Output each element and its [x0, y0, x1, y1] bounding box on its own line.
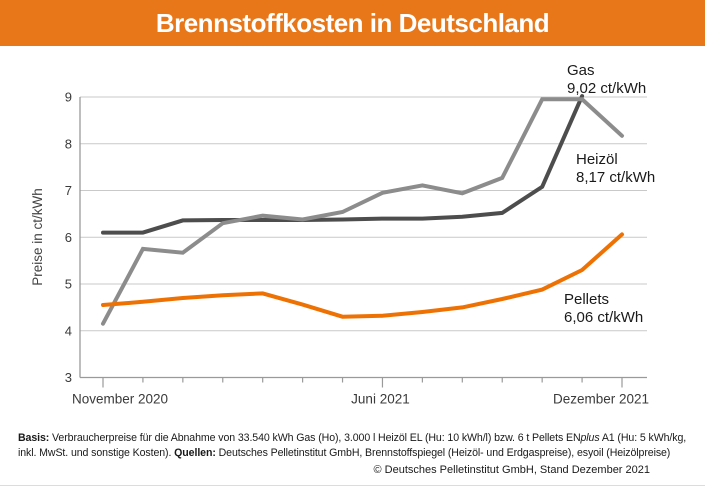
y-tick-label-9: 9 — [65, 90, 72, 105]
x-tick-label: Juni 2021 — [351, 392, 410, 407]
series-label-pellets: Pellets — [564, 291, 609, 308]
y-tick-label-3: 3 — [65, 370, 72, 385]
footnote-text: A1 (Hu: 5 kWh/kg, — [599, 432, 687, 444]
y-tick-label-8: 8 — [65, 136, 72, 151]
y-axis-title: Preise in ct/kWh — [30, 188, 45, 286]
series-label-pellets: 6,06 ct/kWh — [564, 309, 643, 326]
y-tick-label-7: 7 — [65, 183, 72, 198]
footnote-text: Deutsches Pelletinstitut GmbH, Brennstof… — [215, 446, 671, 459]
y-tick-label-4: 4 — [65, 323, 72, 338]
footnote-text: plus — [580, 432, 600, 444]
footnote-keyword: Quellen: — [174, 446, 216, 459]
page-title: Brennstoffkosten in Deutschland — [155, 7, 550, 38]
y-tick-label-5: 5 — [65, 277, 72, 292]
footnote-text: inkl. MwSt. und sonstige Kosten). — [18, 446, 175, 459]
series-line-pellets — [101, 232, 624, 319]
series-label-heizöl: 8,17 ct/kWh — [576, 169, 655, 186]
series-label-gas: Gas — [567, 62, 595, 79]
bottom-divider — [0, 485, 705, 486]
series-label-heizöl: Heizöl — [576, 151, 618, 168]
x-tick-label: Dezember 2021 — [553, 392, 649, 407]
footnote-line: Basis: Verbraucherpreise für die Abnahme… — [18, 431, 694, 446]
series-line-heizöl — [101, 97, 624, 326]
footnote-line: inkl. MwSt. und sonstige Kosten). Quelle… — [18, 446, 694, 461]
series-label-gas: 9,02 ct/kWh — [567, 80, 646, 97]
footnote-basis-quellen: Basis: Verbraucherpreise für die Abnahme… — [18, 431, 694, 460]
x-tick-label: November 2020 — [72, 392, 168, 407]
copyright-line: © Deutsches Pelletinstitut GmbH, Stand D… — [373, 464, 650, 476]
footnote-keyword: Basis: — [18, 432, 50, 444]
series-line-gas — [101, 94, 585, 235]
header-banner: Brennstoffkosten in Deutschland — [0, 0, 705, 46]
fuel-cost-line-chart: 9 8 7 6 5 4 3 Preise in ct/kWh November 2020 Juni… — [30, 62, 655, 407]
footnote-text: Verbraucherpreise für die Abnahme von 33… — [49, 432, 581, 444]
y-tick-label-6: 6 — [65, 230, 72, 245]
